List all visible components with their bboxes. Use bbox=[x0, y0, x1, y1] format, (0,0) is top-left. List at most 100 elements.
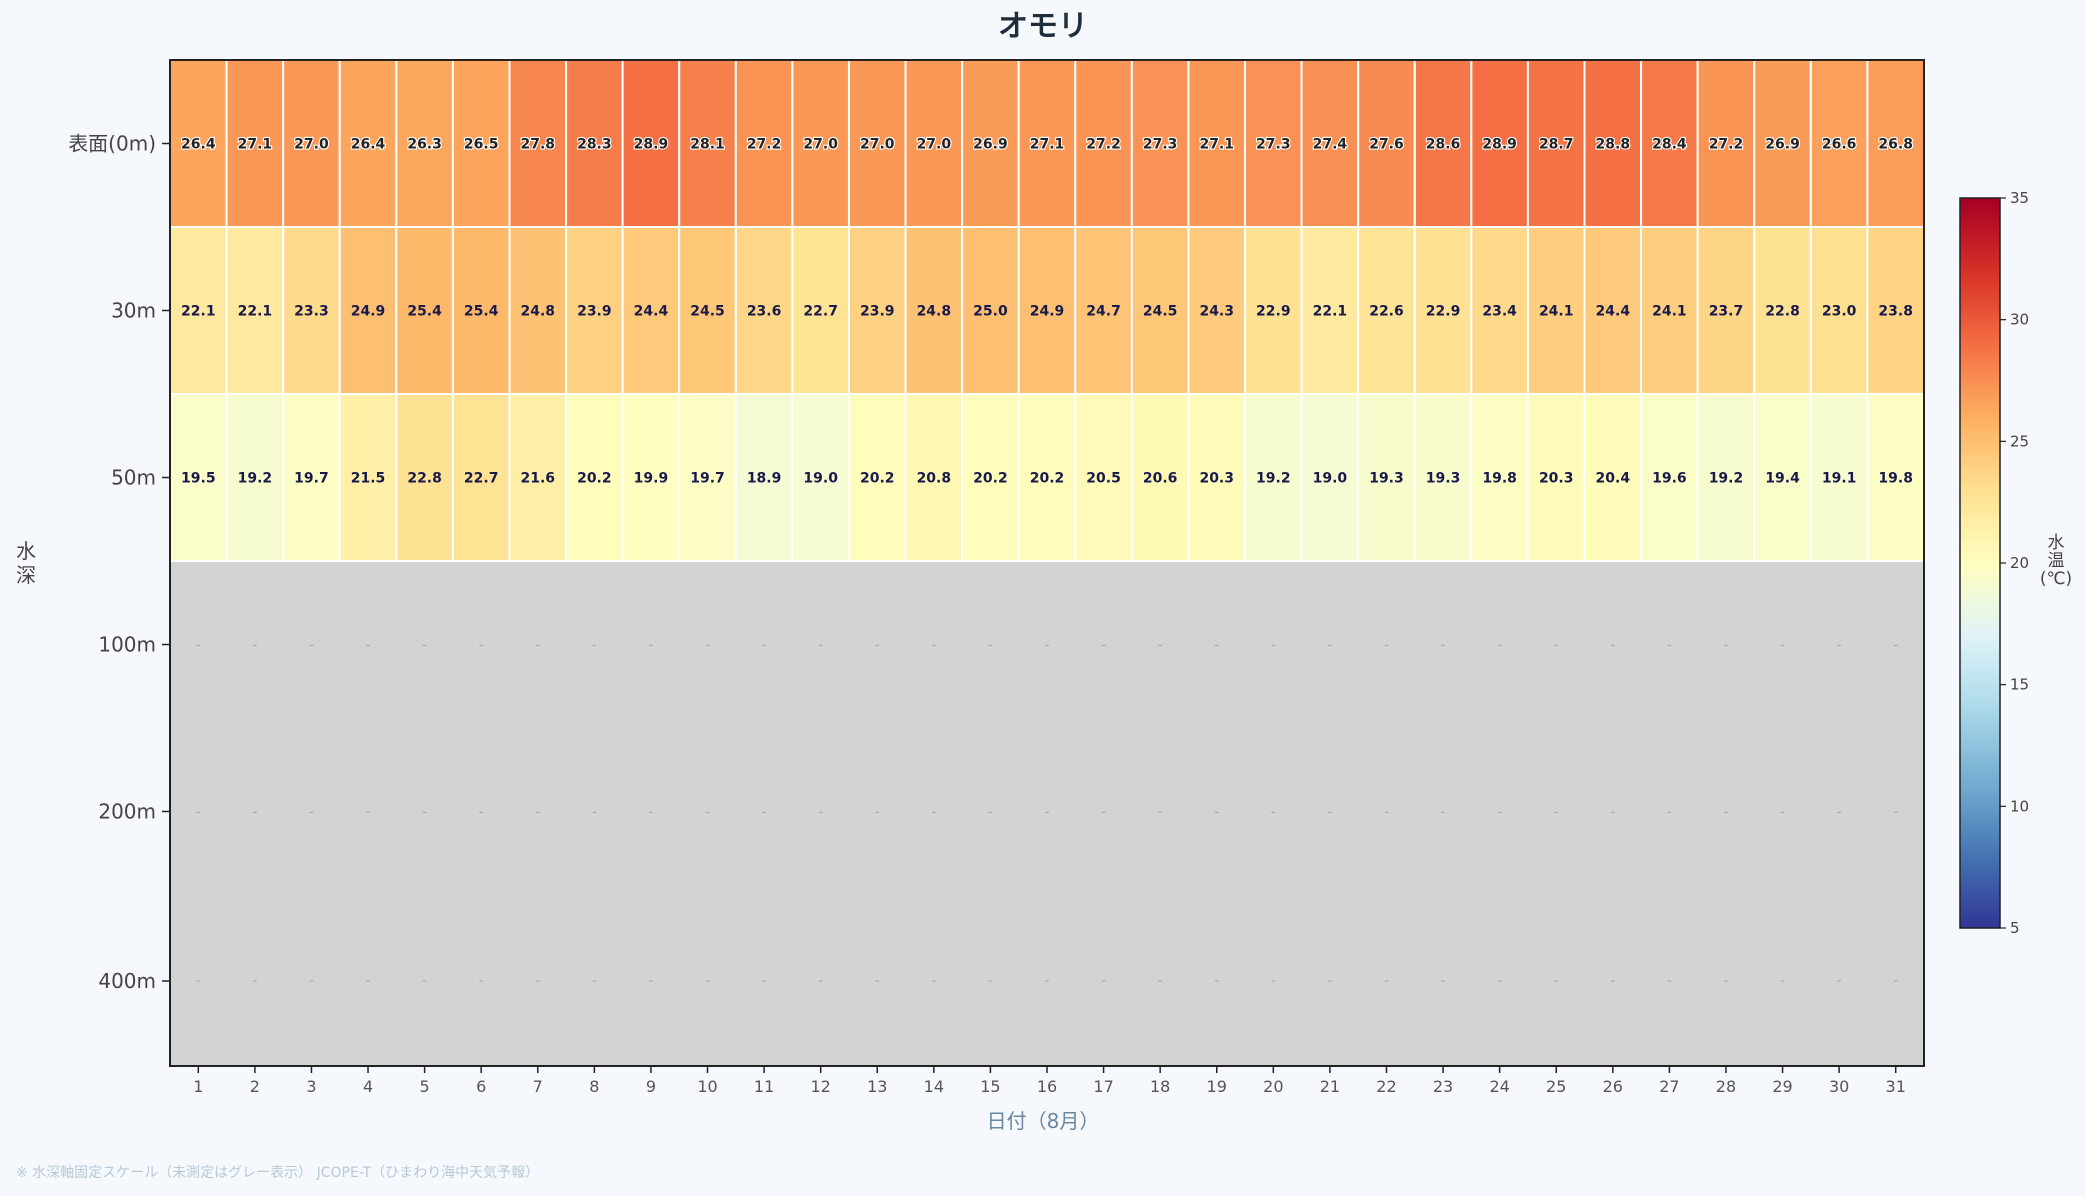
missing-marker: - bbox=[1044, 638, 1049, 654]
x-tick-label: 5 bbox=[420, 1077, 430, 1096]
heatmap-cell bbox=[1130, 393, 1190, 562]
missing-marker: - bbox=[366, 638, 371, 654]
x-tick-label: 21 bbox=[1320, 1077, 1340, 1096]
heatmap-cell bbox=[1753, 226, 1812, 395]
cell-value-label: 19.2 bbox=[1256, 471, 1291, 487]
cell-value-label: 22.7 bbox=[803, 304, 838, 320]
heatmap-cell bbox=[1074, 393, 1133, 562]
footnote: ※ 水深軸固定スケール（未測定はグレー表示） JCOPE-T（ひまわり海中天気予… bbox=[16, 1165, 539, 1181]
missing-marker: - bbox=[1667, 973, 1672, 989]
missing-marker: - bbox=[1893, 805, 1898, 821]
heatmap-cell bbox=[1413, 226, 1473, 395]
y-axis-label-char: 深 bbox=[16, 563, 36, 587]
missing-marker: - bbox=[535, 805, 540, 821]
cell-value-label: 24.1 bbox=[1539, 304, 1574, 320]
cell-value-label: 27.0 bbox=[294, 137, 329, 153]
cell-value-label: 27.0 bbox=[917, 137, 952, 153]
cell-value-label: 27.0 bbox=[860, 137, 895, 153]
cell-value-label: 19.6 bbox=[1652, 471, 1687, 487]
cell-value-label: 22.1 bbox=[1313, 304, 1348, 320]
missing-marker: - bbox=[479, 638, 484, 654]
cell-value-label: 24.8 bbox=[521, 304, 556, 320]
heatmap-cell bbox=[1187, 59, 1247, 228]
cell-value-label: 26.8 bbox=[1878, 137, 1913, 153]
heatmap-cell bbox=[1470, 59, 1529, 228]
x-tick-label: 28 bbox=[1716, 1077, 1736, 1096]
missing-marker: - bbox=[1158, 973, 1163, 989]
missing-marker: - bbox=[988, 973, 993, 989]
missing-marker: - bbox=[1271, 638, 1276, 654]
missing-marker: - bbox=[592, 973, 597, 989]
x-tick-label: 19 bbox=[1207, 1077, 1227, 1096]
heatmap-cell bbox=[621, 393, 681, 562]
missing-marker: - bbox=[479, 805, 484, 821]
cell-value-label: 23.7 bbox=[1709, 304, 1744, 320]
cell-value-label: 22.8 bbox=[1765, 304, 1800, 320]
missing-marker: - bbox=[648, 638, 653, 654]
missing-marker: - bbox=[1893, 973, 1898, 989]
missing-marker: - bbox=[1780, 973, 1785, 989]
x-tick-label: 3 bbox=[306, 1077, 316, 1096]
x-tick-label: 17 bbox=[1093, 1077, 1113, 1096]
heatmap-cell bbox=[1866, 393, 1925, 562]
cell-value-label: 20.3 bbox=[1539, 471, 1574, 487]
cell-value-label: 22.8 bbox=[407, 471, 442, 487]
missing-marker: - bbox=[762, 973, 767, 989]
missing-marker: - bbox=[1723, 973, 1728, 989]
cell-value-label: 18.9 bbox=[747, 471, 782, 487]
missing-marker: - bbox=[1610, 973, 1615, 989]
x-tick-label: 10 bbox=[697, 1077, 717, 1096]
cell-value-label: 28.6 bbox=[1426, 137, 1461, 153]
heatmap-cell bbox=[1470, 393, 1529, 562]
missing-marker: - bbox=[1101, 973, 1106, 989]
missing-marker: - bbox=[196, 638, 201, 654]
cell-value-label: 27.4 bbox=[1313, 137, 1348, 153]
missing-marker: - bbox=[1158, 805, 1163, 821]
cell-value-label: 23.9 bbox=[577, 304, 612, 320]
missing-marker: - bbox=[1158, 638, 1163, 654]
cell-value-label: 28.7 bbox=[1539, 137, 1574, 153]
cell-value-label: 23.9 bbox=[860, 304, 895, 320]
cell-value-label: 27.8 bbox=[521, 137, 556, 153]
missing-marker: - bbox=[931, 805, 936, 821]
heatmap-cell bbox=[1017, 59, 1077, 228]
missing-marker: - bbox=[931, 973, 936, 989]
x-tick-label: 23 bbox=[1433, 1077, 1453, 1096]
colorbar-tick-label: 15 bbox=[2010, 676, 2029, 694]
cell-value-label: 26.4 bbox=[351, 137, 386, 153]
cell-value-label: 27.1 bbox=[1030, 137, 1065, 153]
heatmap-cell bbox=[961, 59, 1020, 228]
missing-marker: - bbox=[818, 638, 823, 654]
cell-value-label: 28.1 bbox=[690, 137, 725, 153]
cell-value-label: 24.9 bbox=[351, 304, 386, 320]
missing-marker: - bbox=[1384, 973, 1389, 989]
colorbar-label: 水温(℃) bbox=[2040, 533, 2072, 589]
missing-marker: - bbox=[1271, 805, 1276, 821]
missing-marker: - bbox=[1327, 638, 1332, 654]
heatmap-cell bbox=[1413, 393, 1473, 562]
missing-marker: - bbox=[366, 805, 371, 821]
colorbar-tick-label: 5 bbox=[2010, 919, 2020, 937]
missing-marker: - bbox=[309, 973, 314, 989]
heatmap-cell bbox=[282, 59, 341, 228]
missing-marker: - bbox=[875, 973, 880, 989]
cell-value-label: 28.3 bbox=[577, 137, 612, 153]
cell-value-label: 23.3 bbox=[294, 304, 329, 320]
heatmap-cell bbox=[1017, 393, 1077, 562]
x-tick-label: 11 bbox=[754, 1077, 774, 1096]
cell-value-label: 23.0 bbox=[1822, 304, 1857, 320]
missing-marker: - bbox=[988, 638, 993, 654]
heatmap-cell bbox=[1526, 226, 1586, 395]
cell-value-label: 25.4 bbox=[464, 304, 499, 320]
cell-value-label: 26.5 bbox=[464, 137, 499, 153]
heatmap-cell bbox=[1866, 226, 1925, 395]
cell-value-label: 28.8 bbox=[1596, 137, 1631, 153]
x-tick-label: 8 bbox=[589, 1077, 599, 1096]
cell-value-label: 20.5 bbox=[1086, 471, 1121, 487]
missing-marker: - bbox=[422, 973, 427, 989]
missing-marker: - bbox=[309, 638, 314, 654]
missing-marker: - bbox=[1441, 973, 1446, 989]
cell-value-label: 20.2 bbox=[577, 471, 612, 487]
heatmap-cell bbox=[734, 393, 794, 562]
